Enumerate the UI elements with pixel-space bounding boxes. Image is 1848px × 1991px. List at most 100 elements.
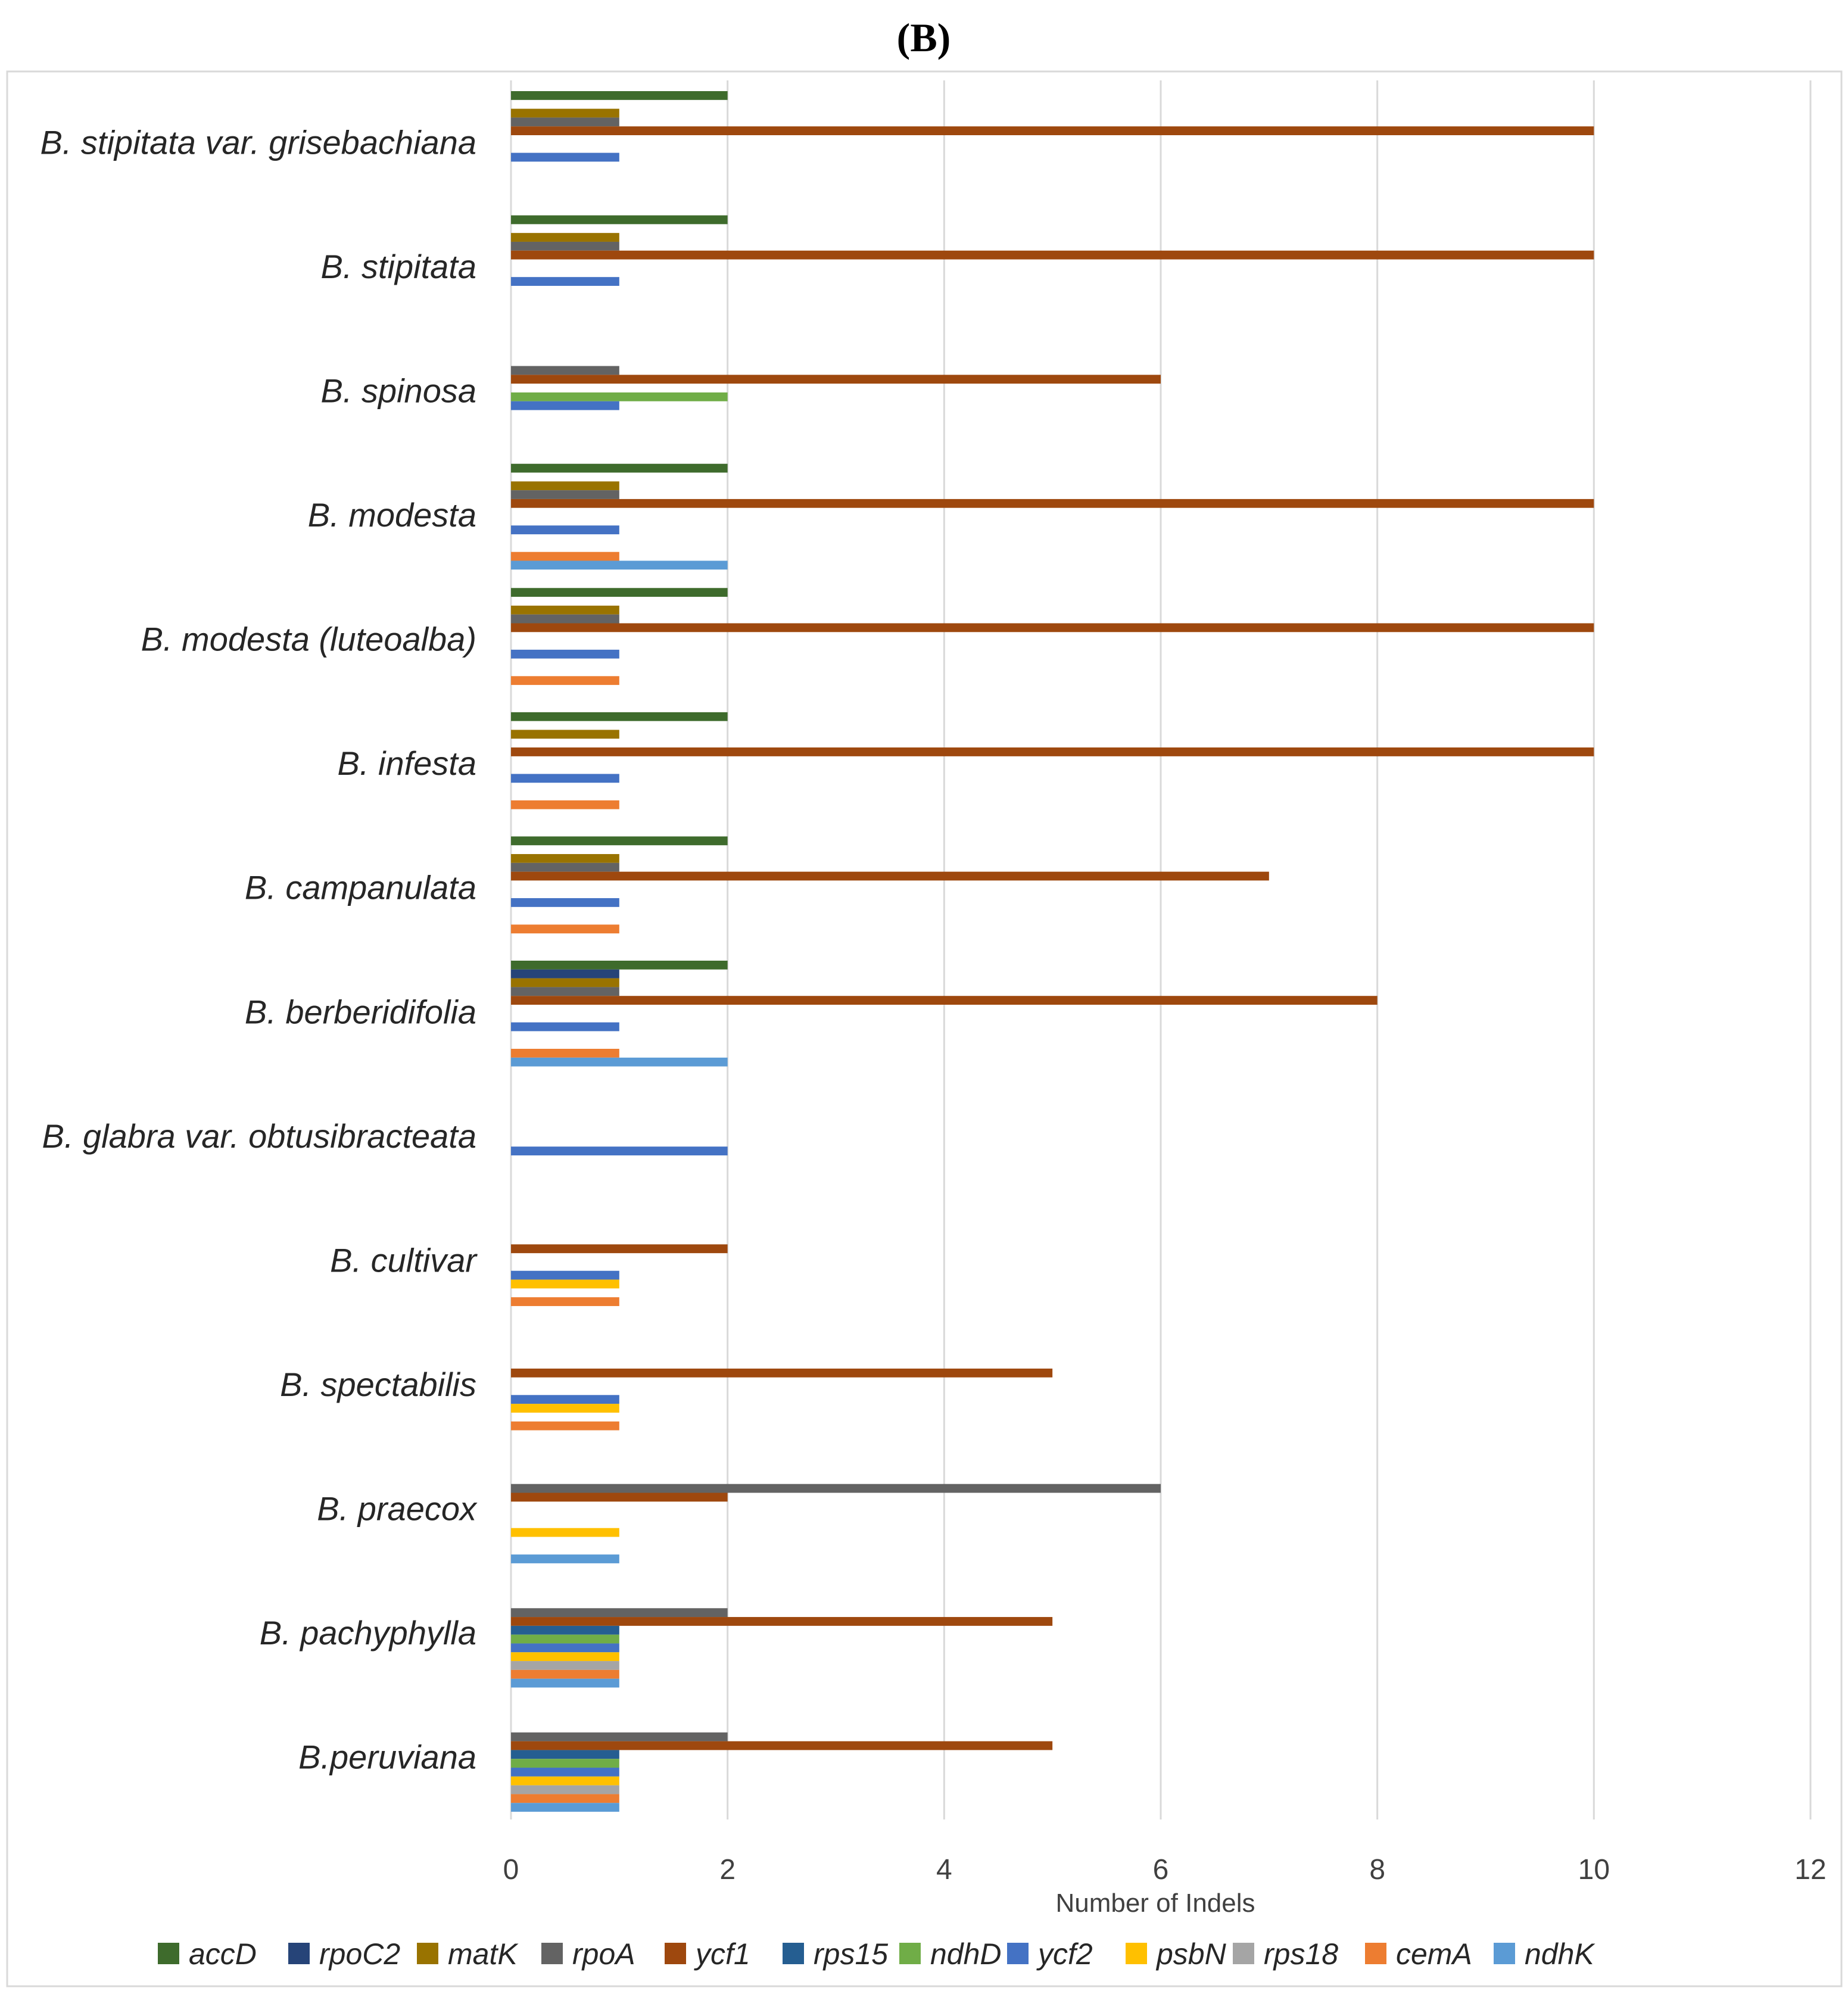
- bar-b-stipitata-accD: [511, 215, 728, 225]
- bar-b-berberidifolia-rpoA: [511, 987, 619, 996]
- bar-b-spectabilis-psbN: [511, 1404, 619, 1413]
- x-tick-label: 4: [936, 1854, 952, 1886]
- legend-label-psbN: psbN: [1155, 1937, 1227, 1971]
- bar-b-pachyphylla-psbN: [511, 1652, 619, 1662]
- legend-swatch-ndhD: [899, 1943, 921, 1964]
- bar-b-stipitata-ycf1: [511, 250, 1594, 260]
- bar-b-pachyphylla-ndhD: [511, 1634, 619, 1644]
- bars: [511, 91, 1594, 1812]
- category-label: B. stipitata: [321, 248, 476, 285]
- legend-label-rps18: rps18: [1264, 1937, 1338, 1971]
- legend-swatch-ndhK: [1494, 1943, 1515, 1964]
- bar-b-modesta-luteoalba-cemA: [511, 676, 619, 686]
- bar-b-modesta-luteoalba-ycf1: [511, 623, 1594, 632]
- bar-b-modesta-ycf2: [511, 525, 619, 535]
- bar-b-campanulata-matK: [511, 854, 619, 863]
- bar-b-campanulata-rpoA: [511, 862, 619, 872]
- bar-b-modesta-matK: [511, 481, 619, 491]
- legend-swatch-cemA: [1365, 1943, 1386, 1964]
- bar-b-modesta-luteoalba-matK: [511, 605, 619, 615]
- bar-b-berberidifolia-ndhK: [511, 1057, 728, 1067]
- x-tick-label: 0: [503, 1854, 519, 1886]
- panel-title: (B): [897, 15, 951, 60]
- category-label: B. spinosa: [321, 372, 477, 409]
- bar-b-berberidifolia-cemA: [511, 1049, 619, 1058]
- bar-b-peruviana-ndhK: [511, 1803, 619, 1812]
- bar-b-infesta-accD: [511, 712, 728, 721]
- bar-b-pachyphylla-cemA: [511, 1669, 619, 1679]
- bar-b-stipitata-matK: [511, 233, 619, 242]
- gridlines: [510, 80, 1812, 1819]
- legend-swatch-ycf1: [665, 1943, 686, 1964]
- bar-b-pachyphylla-rpoA: [511, 1608, 728, 1618]
- bar-b-stipitata-var-grisebachiana-rpoA: [511, 117, 619, 127]
- bar-b-berberidifolia-ycf2: [511, 1022, 619, 1032]
- bar-b-pachyphylla-ycf2: [511, 1643, 619, 1653]
- bar-b-peruviana-ndhD: [511, 1759, 619, 1768]
- legend-label-accD: accD: [189, 1937, 257, 1971]
- legend-label-ndhD: ndhD: [930, 1937, 1002, 1971]
- x-tick-label: 6: [1153, 1854, 1169, 1886]
- bar-b-campanulata-ycf1: [511, 871, 1269, 881]
- bar-b-spinosa-ycf2: [511, 401, 619, 410]
- bar-b-modesta-luteoalba-accD: [511, 588, 728, 597]
- bar-b-spinosa-rpoA: [511, 366, 619, 375]
- bar-b-pachyphylla-rps18: [511, 1661, 619, 1670]
- legend-label-matK: matK: [448, 1937, 519, 1971]
- bar-b-stipitata-var-grisebachiana-matK: [511, 108, 619, 118]
- bar-b-berberidifolia-rpoC2: [511, 969, 619, 979]
- legend-swatch-ycf2: [1007, 1943, 1029, 1964]
- x-tick-label: 12: [1794, 1854, 1826, 1886]
- bar-b-stipitata-rpoA: [511, 241, 619, 251]
- category-label: B. stipitata var. grisebachiana: [40, 123, 476, 161]
- category-label: B. modesta (luteoalba): [141, 621, 476, 658]
- legend-label-ycf1: ycf1: [694, 1937, 750, 1971]
- category-label: B. cultivar: [330, 1241, 478, 1279]
- x-tick-label: 8: [1369, 1854, 1385, 1886]
- bar-b-peruviana-rps15: [511, 1750, 619, 1759]
- x-axis-title: Number of Indels: [1055, 1889, 1255, 1918]
- bar-b-stipitata-var-grisebachiana-accD: [511, 91, 728, 100]
- bar-b-pachyphylla-rps15: [511, 1625, 619, 1635]
- legend-label-rpoA: rpoA: [572, 1937, 635, 1971]
- x-tick-label: 2: [719, 1854, 736, 1886]
- bar-b-praecox-ndhK: [511, 1554, 619, 1563]
- bar-b-peruviana-ycf1: [511, 1741, 1053, 1750]
- bar-b-peruviana-psbN: [511, 1776, 619, 1786]
- bar-b-berberidifolia-accD: [511, 961, 728, 970]
- bar-b-glabra-var-obtusibracteata-ycf2: [511, 1146, 728, 1155]
- bar-b-spinosa-ndhD: [511, 392, 728, 401]
- bar-b-spectabilis-ycf2: [511, 1395, 619, 1404]
- legend-label-ycf2: ycf2: [1036, 1937, 1093, 1971]
- category-label: B. praecox: [317, 1490, 478, 1528]
- bar-b-campanulata-cemA: [511, 924, 619, 934]
- bar-b-infesta-cemA: [511, 800, 619, 809]
- bar-b-peruviana-rps18: [511, 1785, 619, 1794]
- category-label: B. campanulata: [245, 869, 476, 906]
- category-label: B. modesta: [308, 496, 476, 534]
- legend-swatch-matK: [417, 1943, 438, 1964]
- bar-b-pachyphylla-ndhK: [511, 1678, 619, 1688]
- bar-b-berberidifolia-ycf1: [511, 996, 1378, 1005]
- category-label: B.peruviana: [298, 1738, 476, 1776]
- legend-label-rps15: rps15: [814, 1937, 888, 1971]
- bar-b-modesta-ycf1: [511, 498, 1594, 508]
- bar-b-stipitata-var-grisebachiana-ycf2: [511, 152, 619, 162]
- legend-swatch-rpoA: [541, 1943, 563, 1964]
- bar-b-cultivar-cemA: [511, 1297, 619, 1306]
- bar-b-berberidifolia-matK: [511, 978, 619, 987]
- bar-b-spinosa-ycf1: [511, 375, 1161, 384]
- bar-b-stipitata-ycf2: [511, 277, 619, 286]
- legend-swatch-psbN: [1126, 1943, 1147, 1964]
- bar-b-modesta-accD: [511, 463, 728, 473]
- bar-b-peruviana-cemA: [511, 1794, 619, 1803]
- legend-swatch-accD: [158, 1943, 179, 1964]
- bar-b-praecox-ycf1: [511, 1493, 728, 1502]
- bar-b-infesta-matK: [511, 730, 619, 739]
- bar-b-modesta-luteoalba-ycf2: [511, 649, 619, 659]
- legend-swatch-rps18: [1233, 1943, 1254, 1964]
- bar-b-modesta-rpoA: [511, 490, 619, 499]
- bar-b-infesta-ycf2: [511, 774, 619, 783]
- category-label: B. pachyphylla: [260, 1614, 476, 1652]
